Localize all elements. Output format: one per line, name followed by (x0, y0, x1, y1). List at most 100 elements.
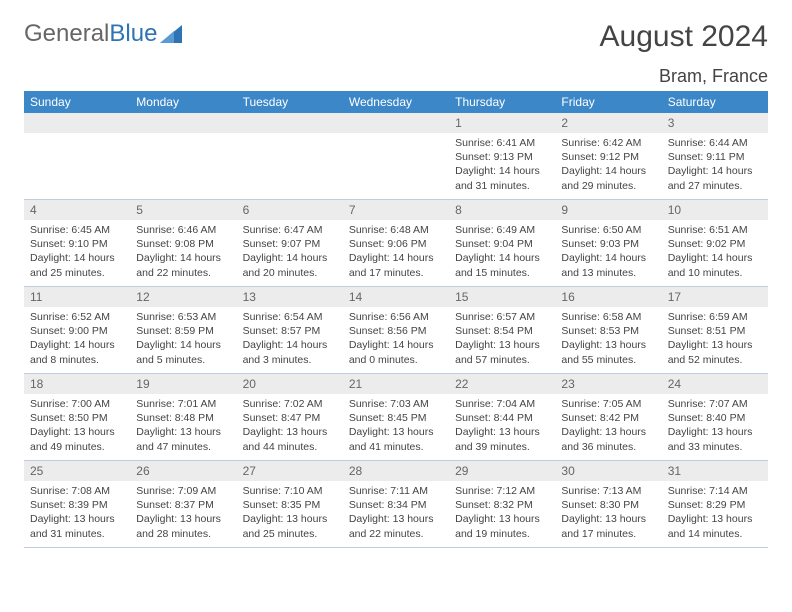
sunset-line: Sunset: 9:06 PM (349, 238, 427, 250)
day-number: 30 (555, 461, 661, 481)
daylight-line: Daylight: 14 hours and 10 minutes. (668, 252, 753, 278)
day-details: Sunrise: 6:49 AMSunset: 9:04 PMDaylight:… (449, 220, 555, 285)
day-details: Sunrise: 6:56 AMSunset: 8:56 PMDaylight:… (343, 307, 449, 372)
sunrise-line: Sunrise: 6:53 AM (136, 311, 216, 323)
calendar-day-cell: 9Sunrise: 6:50 AMSunset: 9:03 PMDaylight… (555, 200, 661, 287)
calendar-day-cell: 10Sunrise: 6:51 AMSunset: 9:02 PMDayligh… (662, 200, 768, 287)
day-details: Sunrise: 7:07 AMSunset: 8:40 PMDaylight:… (662, 394, 768, 459)
sunset-line: Sunset: 9:04 PM (455, 238, 533, 250)
sunset-line: Sunset: 8:30 PM (561, 499, 639, 511)
day-number: 1 (449, 113, 555, 133)
sunset-line: Sunset: 8:57 PM (243, 325, 321, 337)
calendar-day-cell: 21Sunrise: 7:03 AMSunset: 8:45 PMDayligh… (343, 374, 449, 461)
sunset-line: Sunset: 8:35 PM (243, 499, 321, 511)
calendar-day-cell: 4Sunrise: 6:45 AMSunset: 9:10 PMDaylight… (24, 200, 130, 287)
sunset-line: Sunset: 8:54 PM (455, 325, 533, 337)
sunset-line: Sunset: 9:00 PM (30, 325, 108, 337)
sunset-line: Sunset: 8:53 PM (561, 325, 639, 337)
sunset-line: Sunset: 8:37 PM (136, 499, 214, 511)
sunset-line: Sunset: 8:50 PM (30, 412, 108, 424)
brand-logo: GeneralBlue (24, 20, 182, 48)
sunrise-line: Sunrise: 6:54 AM (243, 311, 323, 323)
calendar-day-cell: 1Sunrise: 6:41 AMSunset: 9:13 PMDaylight… (449, 113, 555, 200)
day-number: 14 (343, 287, 449, 307)
day-number: 9 (555, 200, 661, 220)
daylight-line: Daylight: 13 hours and 52 minutes. (668, 339, 753, 365)
calendar-day-cell: 26Sunrise: 7:09 AMSunset: 8:37 PMDayligh… (130, 461, 236, 548)
daylight-line: Daylight: 14 hours and 25 minutes. (30, 252, 115, 278)
daylight-line: Daylight: 13 hours and 25 minutes. (243, 513, 328, 539)
weekday-header: Monday (130, 91, 236, 113)
sunset-line: Sunset: 8:34 PM (349, 499, 427, 511)
sunrise-line: Sunrise: 7:02 AM (243, 398, 323, 410)
day-number: 27 (237, 461, 343, 481)
daylight-line: Daylight: 14 hours and 29 minutes. (561, 165, 646, 191)
day-details: Sunrise: 6:42 AMSunset: 9:12 PMDaylight:… (555, 133, 661, 198)
sunset-line: Sunset: 8:45 PM (349, 412, 427, 424)
calendar-row: 25Sunrise: 7:08 AMSunset: 8:39 PMDayligh… (24, 461, 768, 548)
day-number: 28 (343, 461, 449, 481)
day-details: Sunrise: 6:53 AM Sunset: 8:59 PM Daylight:… (130, 307, 236, 372)
daylight-line: Daylight: 14 hours and 15 minutes. (455, 252, 540, 278)
day-number: 18 (24, 374, 130, 394)
sunrise-line: Sunrise: 6:48 AM (349, 224, 429, 236)
day-number: 31 (662, 461, 768, 481)
day-details: Sunrise: 7:04 AMSunset: 8:44 PMDaylight:… (449, 394, 555, 459)
brand-part1: General (24, 20, 109, 48)
day-number: 5 (130, 200, 236, 220)
calendar-day-cell: 15Sunrise: 6:57 AMSunset: 8:54 PMDayligh… (449, 287, 555, 374)
sunset-line: Sunset: 8:42 PM (561, 412, 639, 424)
sunrise-line: Sunrise: 7:01 AM (136, 398, 216, 410)
calendar-day-cell: 5Sunrise: 6:46 AMSunset: 9:08 PMDaylight… (130, 200, 236, 287)
calendar-row: ....1Sunrise: 6:41 AMSunset: 9:13 PMDayl… (24, 113, 768, 200)
daylight-line: Daylight: 14 hours and 27 minutes. (668, 165, 753, 191)
sunset-line: Sunset: 9:08 PM (136, 238, 214, 250)
day-number: . (237, 113, 343, 133)
calendar-body: ....1Sunrise: 6:41 AMSunset: 9:13 PMDayl… (24, 113, 768, 548)
sunrise-line: Sunrise: 6:44 AM (668, 137, 748, 149)
calendar-day-cell: 3Sunrise: 6:44 AMSunset: 9:11 PMDaylight… (662, 113, 768, 200)
sunrise-line: Sunrise: 6:41 AM (455, 137, 535, 149)
calendar-day-cell: 2Sunrise: 6:42 AMSunset: 9:12 PMDaylight… (555, 113, 661, 200)
calendar-day-cell: 7Sunrise: 6:48 AMSunset: 9:06 PMDaylight… (343, 200, 449, 287)
day-number: 16 (555, 287, 661, 307)
day-number: 6 (237, 200, 343, 220)
day-details: Sunrise: 6:45 AMSunset: 9:10 PMDaylight:… (24, 220, 130, 285)
day-details: Sunrise: 6:48 AMSunset: 9:06 PMDaylight:… (343, 220, 449, 285)
sunrise-line: Sunrise: 7:13 AM (561, 485, 641, 497)
day-details: Sunrise: 7:08 AMSunset: 8:39 PMDaylight:… (24, 481, 130, 546)
sunrise-line: Sunrise: 7:11 AM (349, 485, 428, 497)
sunset-line: Sunset: 8:39 PM (30, 499, 108, 511)
day-details: Sunrise: 7:13 AMSunset: 8:30 PMDaylight:… (555, 481, 661, 546)
day-details: Sunrise: 6:47 AMSunset: 9:07 PMDaylight:… (237, 220, 343, 285)
day-number: 22 (449, 374, 555, 394)
sunset-line: Sunset: 8:59 PM (136, 325, 214, 337)
day-number: 23 (555, 374, 661, 394)
sunset-line: Sunset: 9:07 PM (243, 238, 321, 250)
calendar-day-cell: 16Sunrise: 6:58 AMSunset: 8:53 PMDayligh… (555, 287, 661, 374)
day-details: Sunrise: 7:11 AMSunset: 8:34 PMDaylight:… (343, 481, 449, 546)
sunrise-line: Sunrise: 6:51 AM (668, 224, 748, 236)
sunrise-line: Sunrise: 7:05 AM (561, 398, 641, 410)
day-number: 26 (130, 461, 236, 481)
calendar-day-cell: 14Sunrise: 6:56 AMSunset: 8:56 PMDayligh… (343, 287, 449, 374)
day-number: 25 (24, 461, 130, 481)
page-header: GeneralBlue August 2024 (24, 20, 768, 54)
day-number: 29 (449, 461, 555, 481)
daylight-line: Daylight: 13 hours and 28 minutes. (136, 513, 221, 539)
calendar-day-cell: 28Sunrise: 7:11 AMSunset: 8:34 PMDayligh… (343, 461, 449, 548)
daylight-line: Daylight: 14 hours and 31 minutes. (455, 165, 540, 191)
day-number: . (343, 113, 449, 133)
sunrise-line: Sunrise: 6:52 AM (30, 311, 110, 323)
daylight-line: Daylight: 13 hours and 47 minutes. (136, 426, 221, 452)
sunset-line: Sunset: 8:32 PM (455, 499, 533, 511)
daylight-line: Daylight: 13 hours and 14 minutes. (668, 513, 753, 539)
day-details: Sunrise: 6:58 AMSunset: 8:53 PMDaylight:… (555, 307, 661, 372)
day-details: Sunrise: 7:05 AMSunset: 8:42 PMDaylight:… (555, 394, 661, 459)
daylight-line: Daylight: 14 hours and 0 minutes. (349, 339, 434, 365)
daylight-line: Daylight: 14 hours and 5 minutes. (136, 339, 221, 365)
day-number: 20 (237, 374, 343, 394)
sunrise-line: Sunrise: 7:07 AM (668, 398, 748, 410)
daylight-line: Daylight: 13 hours and 57 minutes. (455, 339, 540, 365)
sunset-line: Sunset: 8:47 PM (243, 412, 321, 424)
